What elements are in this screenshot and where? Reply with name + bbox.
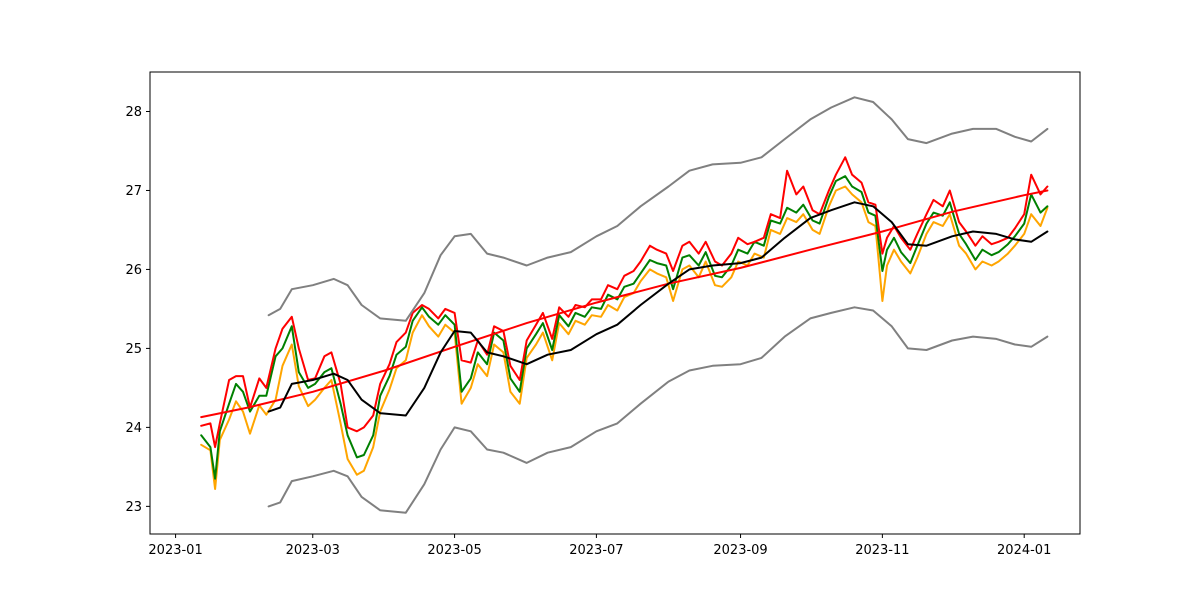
series-line-1: [200, 175, 1049, 480]
y-tick-label-0: 23: [125, 500, 142, 515]
series-line-5: [267, 96, 1049, 322]
x-tick-label-2: 2023-05: [427, 543, 481, 558]
x-tick-label-0: 2023-01: [148, 543, 202, 558]
x-tick-label-5: 2023-11: [855, 543, 909, 558]
series-line-0: [200, 185, 1049, 490]
y-tick-label-5: 28: [125, 105, 142, 120]
y-tick-label-3: 26: [125, 263, 142, 278]
y-tick-label-1: 24: [125, 421, 142, 436]
series-line-4: [267, 201, 1049, 417]
x-tick-label-1: 2023-03: [286, 543, 340, 558]
y-tick-label-2: 25: [125, 342, 142, 357]
plot-area-frame: [149, 71, 1081, 535]
x-tick-label-4: 2023-09: [713, 543, 767, 558]
y-tick-label-4: 27: [125, 184, 142, 199]
series-line-6: [267, 306, 1049, 514]
series-line-3: [200, 189, 1049, 419]
x-tick-label-3: 2023-07: [569, 543, 623, 558]
series-line-2: [200, 156, 1049, 449]
x-tick-label-6: 2024-01: [997, 543, 1051, 558]
